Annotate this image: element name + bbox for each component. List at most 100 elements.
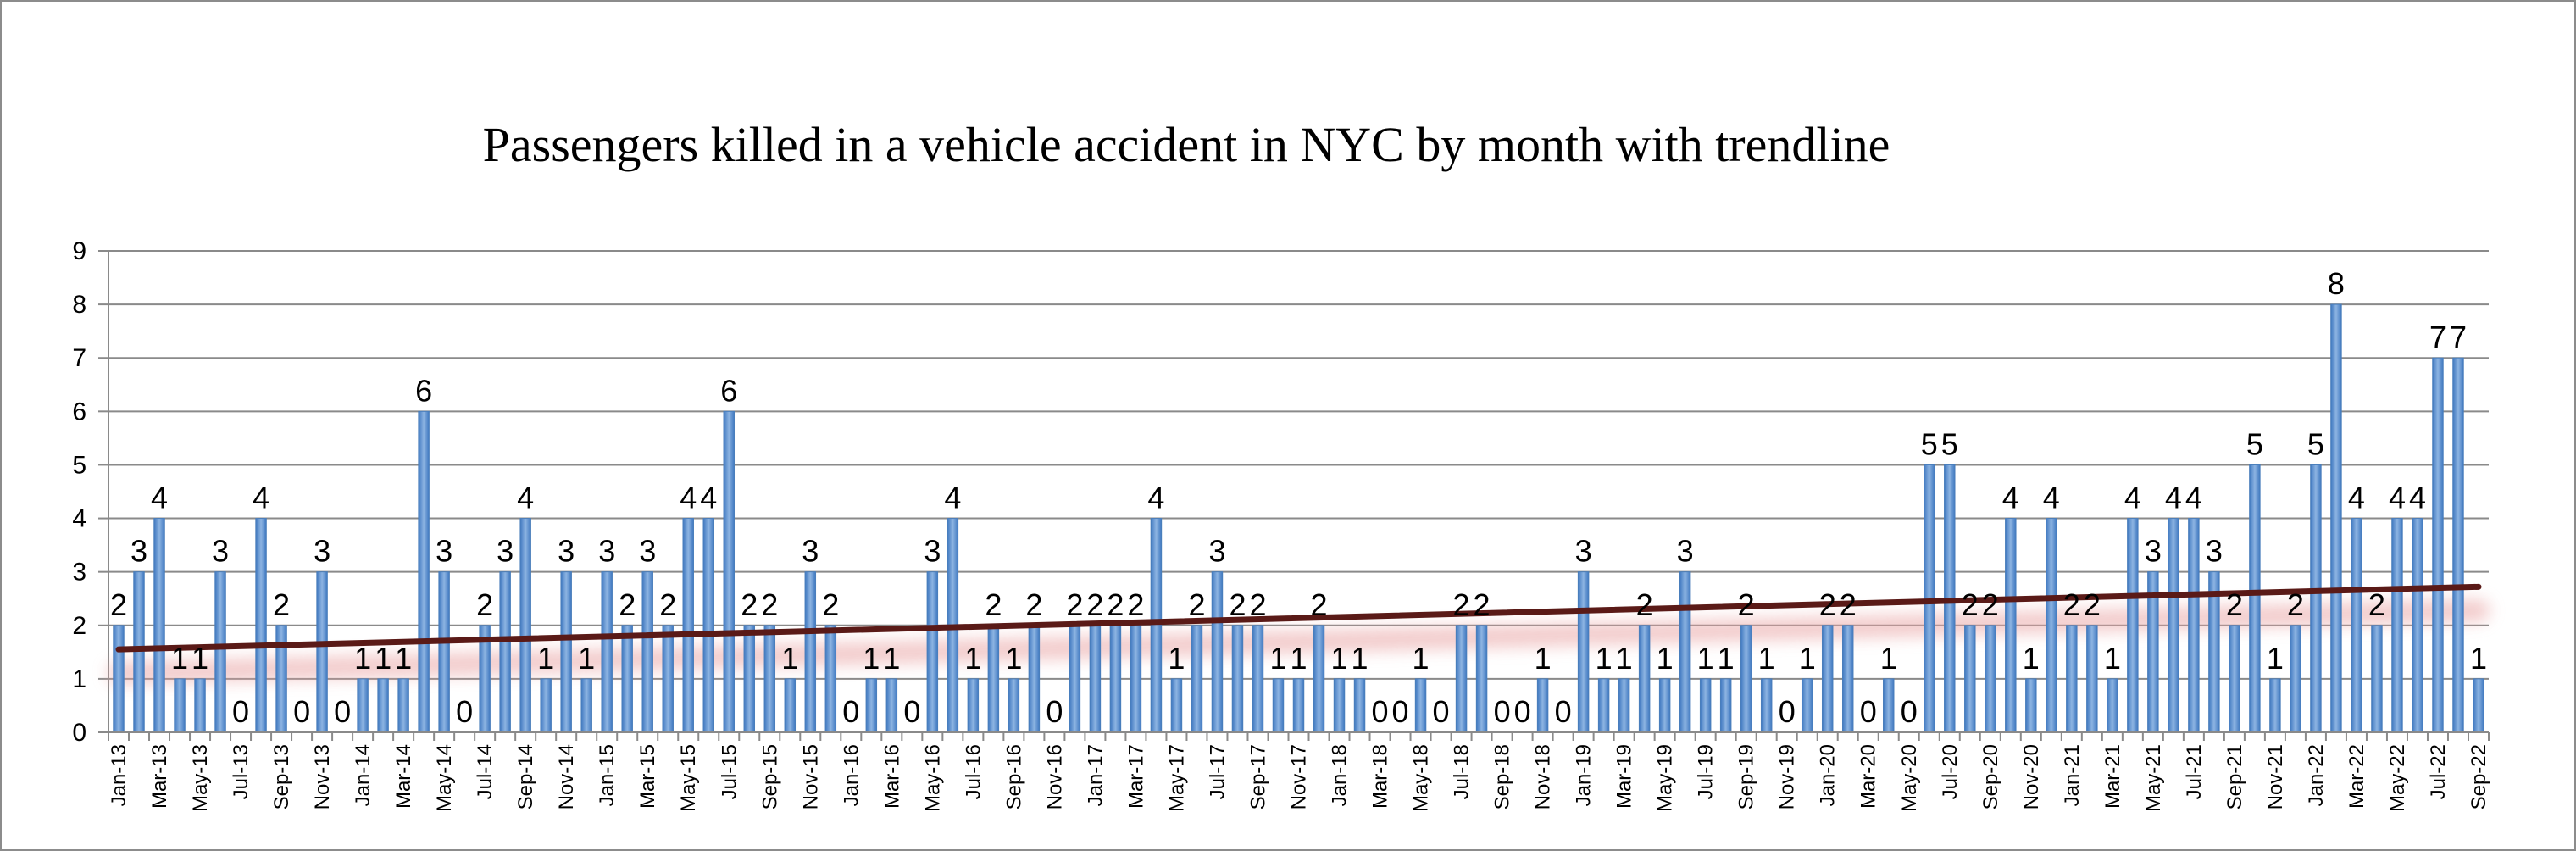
data-label: 4 [2389, 481, 2406, 515]
data-label: 5 [1921, 426, 1938, 461]
y-tick-label: 5 [72, 451, 86, 479]
data-label: 4 [2124, 481, 2141, 515]
data-label: 3 [130, 534, 147, 569]
bar [1618, 678, 1630, 733]
data-label: 2 [1249, 587, 1266, 622]
data-label: 5 [2307, 426, 2324, 461]
data-label: 2 [273, 587, 290, 622]
bar [1170, 678, 1183, 733]
data-label: 0 [1514, 694, 1531, 729]
data-label: 2 [1453, 587, 1470, 622]
x-tick-label: Jan-21 [2061, 744, 2084, 806]
bar [255, 518, 267, 733]
x-tick-label: Sep-14 [514, 744, 537, 809]
data-label: 1 [1005, 641, 1022, 676]
x-tick-label: May-13 [189, 744, 212, 812]
data-label: 3 [598, 534, 615, 569]
x-tick-label: May-15 [677, 744, 700, 812]
data-label: 1 [1168, 641, 1185, 676]
x-tick-label: Jul-16 [962, 744, 985, 799]
data-label: 4 [1147, 481, 1164, 515]
bar [174, 678, 186, 733]
trendline-glow [108, 599, 2490, 685]
bar [540, 678, 552, 733]
bar [2025, 678, 2037, 733]
data-label: 2 [2287, 587, 2304, 622]
data-label: 2 [1636, 587, 1653, 622]
x-tick-label: Jul-21 [2183, 744, 2206, 799]
bar [1008, 678, 1020, 733]
y-axis-ticks: 0 1 2 3 4 5 6 7 8 9 [72, 237, 109, 747]
bar [519, 518, 531, 733]
bar [865, 678, 878, 733]
x-tick-label: Jan-16 [840, 744, 863, 806]
y-tick-label: 4 [72, 505, 86, 533]
data-label: 1 [883, 641, 900, 676]
y-tick-label: 6 [72, 398, 86, 426]
bar [1028, 625, 1041, 733]
bar [2046, 518, 2057, 733]
data-label: 3 [2145, 534, 2162, 569]
bar [153, 518, 165, 733]
data-label: 1 [964, 641, 981, 676]
bar [2473, 678, 2484, 733]
bar [784, 678, 797, 733]
bar [580, 678, 592, 733]
data-label: 8 [2328, 266, 2345, 301]
bar [499, 571, 511, 733]
bar [1719, 678, 1732, 733]
data-label: 4 [151, 481, 168, 515]
bar [1964, 625, 1976, 733]
x-tick-label: Sep-18 [1491, 744, 1514, 809]
data-label: 4 [2409, 481, 2426, 515]
data-label: 2 [1310, 587, 1327, 622]
x-tick-label: Nov-14 [555, 744, 578, 809]
x-tick-label: Mar-13 [148, 744, 171, 809]
bar [1272, 678, 1285, 733]
data-label: 3 [314, 534, 330, 569]
data-label: 2 [761, 587, 778, 622]
x-tick-label: Jul-14 [474, 744, 497, 799]
bar [2412, 518, 2423, 733]
bar [1089, 625, 1102, 733]
x-tick-label: Mar-17 [1124, 744, 1147, 809]
bar [194, 678, 206, 733]
x-tick-label: Mar-21 [2101, 744, 2124, 809]
data-label: 2 [1819, 587, 1836, 622]
x-tick-label: Nov-18 [1532, 744, 1555, 809]
bar [1821, 625, 1834, 733]
data-label: 5 [2246, 426, 2263, 461]
data-label: 0 [456, 694, 473, 729]
bar [1740, 625, 1752, 733]
data-label: 4 [944, 481, 961, 515]
bar [682, 518, 694, 733]
data-label: 2 [985, 587, 1002, 622]
x-tick-label: May-19 [1654, 744, 1677, 812]
data-label: 6 [720, 373, 737, 408]
data-label: 1 [863, 641, 880, 676]
y-tick-label: 1 [72, 665, 86, 693]
bar [601, 571, 613, 733]
x-tick-label: Jul-13 [230, 744, 253, 799]
x-tick-label: Jul-19 [1695, 744, 1718, 799]
bar [357, 678, 369, 733]
y-tick-label: 2 [72, 612, 86, 640]
x-tick-label: May-21 [2142, 744, 2165, 812]
x-tick-label: Mar-14 [392, 744, 415, 809]
x-tick-label: Jan-18 [1329, 744, 1352, 806]
data-label: 2 [619, 587, 636, 622]
bar [1069, 625, 1081, 733]
x-tick-label: Jan-20 [1817, 744, 1840, 806]
data-label: 0 [1372, 694, 1389, 729]
bar [2310, 464, 2322, 733]
data-label: 3 [802, 534, 819, 569]
data-label: 1 [1697, 641, 1714, 676]
data-label: 1 [1290, 641, 1307, 676]
x-tick-label: May-17 [1165, 744, 1188, 812]
x-tick-label: May-22 [2386, 744, 2409, 812]
data-label: 2 [1086, 587, 1103, 622]
data-label: 1 [2104, 641, 2121, 676]
bar [1699, 678, 1712, 733]
x-tick-label: Mar-20 [1857, 744, 1880, 809]
